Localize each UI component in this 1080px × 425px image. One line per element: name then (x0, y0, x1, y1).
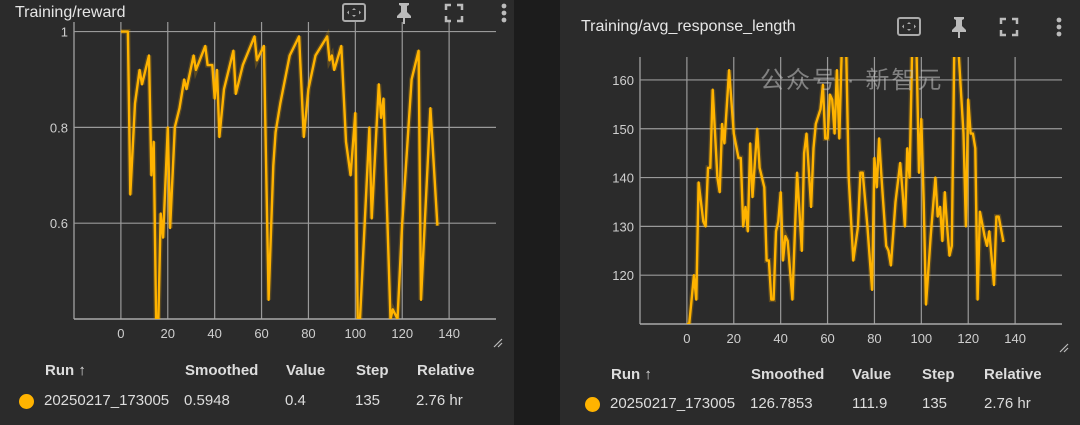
pin-icon[interactable] (934, 14, 984, 40)
chart-title: Training/reward (15, 4, 126, 21)
more-vert-icon[interactable] (479, 0, 529, 26)
smoothed-value: 0.5948 (184, 392, 230, 409)
fit-domain-icon[interactable] (884, 14, 934, 40)
chart-toolbar (329, 0, 529, 26)
x-tick-label: 120 (391, 326, 413, 341)
relative-value: 2.76 hr (416, 392, 463, 409)
col-step: Step (922, 366, 955, 383)
x-tick-label: 100 (344, 326, 366, 341)
x-tick-label: 80 (301, 326, 315, 341)
y-tick-label: 0.8 (50, 120, 68, 135)
y-tick-label: 160 (612, 73, 634, 88)
y-tick-label: 1 (61, 25, 68, 40)
y-tick-label: 150 (612, 122, 634, 137)
raw-value: 0.4 (285, 392, 306, 409)
run-name: 20250217_173005 (44, 392, 170, 409)
fullscreen-icon[interactable] (429, 0, 479, 26)
response-length-card: 0 20 40 60 80 100 120 140 120 130 140 150 160 Traini… (560, 0, 1080, 425)
reward-card: 0 20 40 60 80 100 120 140 0.6 0.8 1 Training/rewar… (0, 0, 514, 425)
x-tick-label: 20 (727, 331, 741, 346)
col-smoothed: Smoothed (751, 366, 825, 383)
run-name: 20250217_173005 (610, 395, 736, 412)
watermark: 公众号 · 新智元 (760, 67, 944, 94)
x-tick-label: 40 (207, 326, 221, 341)
y-tick-label: 120 (612, 268, 634, 283)
x-tick-label: 60 (820, 331, 834, 346)
pin-icon[interactable] (379, 0, 429, 26)
col-relative: Relative (984, 366, 1042, 383)
fit-domain-icon[interactable] (329, 0, 379, 26)
run-color-dot (585, 397, 600, 412)
x-tick-label: 140 (438, 326, 460, 341)
resize-handle-icon[interactable] (493, 338, 503, 348)
chart-toolbar (884, 14, 1080, 40)
x-tick-label: 100 (910, 331, 932, 346)
reward-chart: 0 20 40 60 80 100 120 140 0.6 0.8 1 (50, 22, 503, 348)
col-value: Value (852, 366, 892, 383)
y-tick-label: 130 (612, 219, 634, 234)
resize-handle-icon[interactable] (1059, 343, 1069, 353)
smoothed-value: 126.7853 (750, 395, 813, 412)
x-tick-label: 80 (867, 331, 881, 346)
series-line-smoothed (120, 30, 439, 319)
fullscreen-icon[interactable] (984, 14, 1034, 40)
col-relative: Relative (417, 362, 475, 379)
series-line-smoothed (686, 57, 1005, 324)
col-run[interactable]: Run ↑ (611, 366, 652, 383)
chart-title: Training/avg_response_length (581, 18, 796, 35)
x-tick-label: 20 (161, 326, 175, 341)
x-tick-label: 120 (957, 331, 979, 346)
y-tick-label: 0.6 (50, 216, 68, 231)
x-tick-label: 0 (117, 326, 124, 341)
x-tick-label: 0 (683, 331, 690, 346)
step-value: 135 (355, 392, 381, 409)
col-smoothed: Smoothed (185, 362, 259, 379)
relative-value: 2.76 hr (984, 395, 1031, 412)
x-tick-label: 140 (1004, 331, 1026, 346)
y-tick-label: 140 (612, 171, 634, 186)
raw-value: 111.9 (852, 395, 888, 412)
step-value: 135 (922, 395, 948, 412)
x-tick-label: 40 (773, 331, 787, 346)
run-color-dot (19, 394, 34, 409)
col-value: Value (286, 362, 326, 379)
col-step: Step (356, 362, 389, 379)
x-tick-label: 60 (254, 326, 268, 341)
more-vert-icon[interactable] (1034, 14, 1080, 40)
col-run[interactable]: Run ↑ (45, 362, 86, 379)
response-length-chart: 0 20 40 60 80 100 120 140 120 130 140 150 160 (612, 57, 1069, 353)
